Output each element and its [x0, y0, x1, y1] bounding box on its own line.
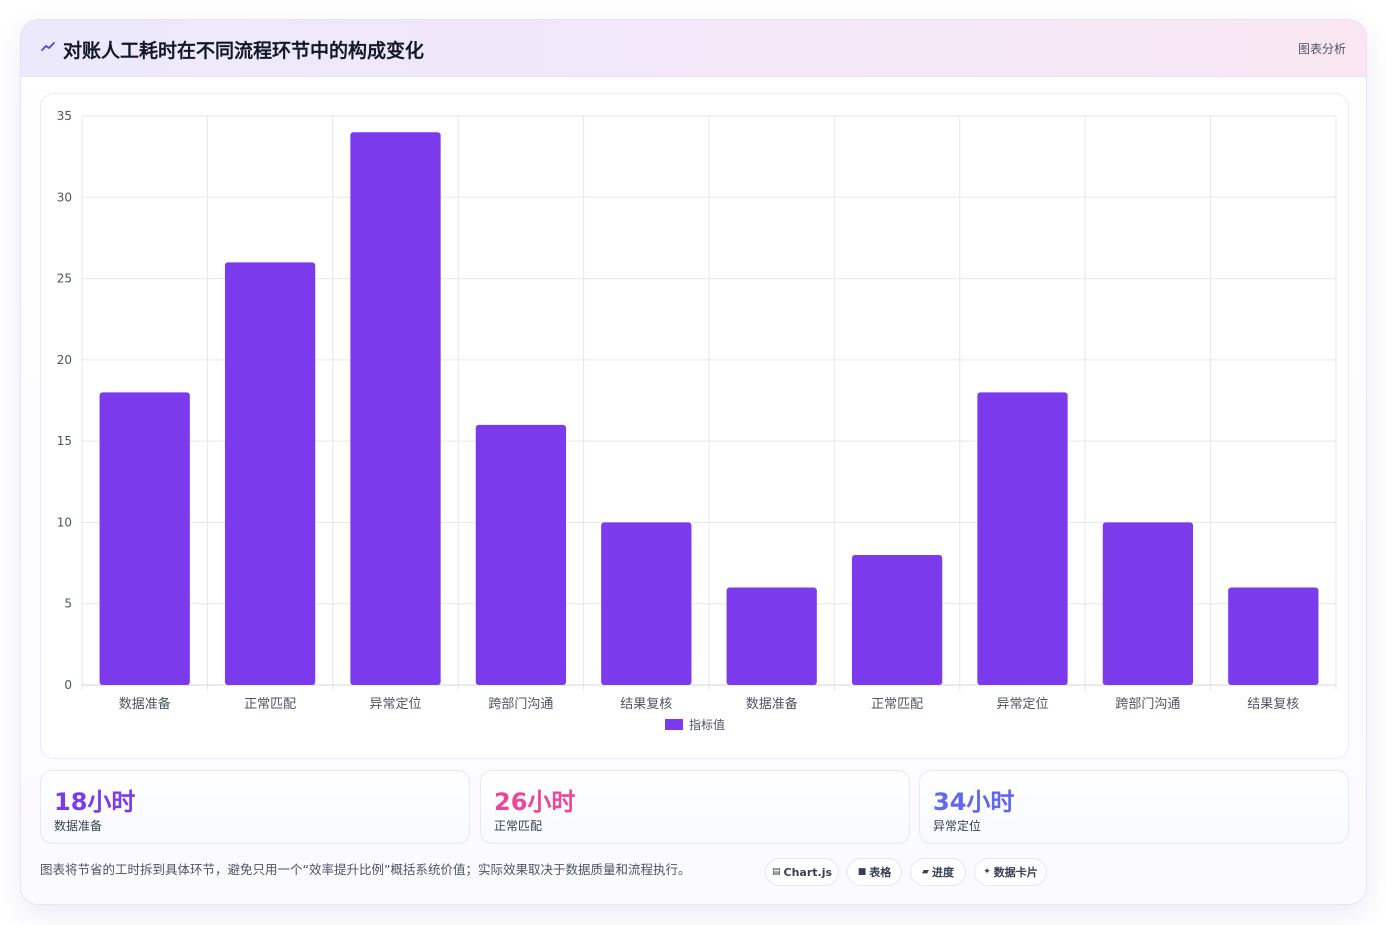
- footer-note: 图表将节省的工时拆到具体环节，避免只用一个“效率提升比例”概括系统价值；实际效果…: [40, 862, 691, 877]
- data-card-pill[interactable]: ✦ 数据卡片: [974, 858, 1047, 886]
- bar: [601, 522, 692, 685]
- chart-panel: 0 5 10 15 20 25 30 35 数据准备 正常匹配 异常定位 跨部门沟通 结果复核 数据准备 正…: [40, 93, 1349, 759]
- x-tick-label: 跨部门沟通: [488, 697, 553, 712]
- x-tick-label: 结果复核: [1247, 697, 1299, 712]
- stat-value-1: 18小时: [54, 788, 136, 816]
- x-tick-label: 数据准备: [746, 696, 798, 712]
- pill-label: 数据卡片: [993, 866, 1038, 879]
- y-tick-label: 5: [64, 597, 72, 611]
- x-tick-label: 正常匹配: [244, 697, 296, 712]
- x-tick-label: 结果复核: [620, 697, 672, 712]
- chart-card: 对账人工耗时在不同流程环节中的构成变化 图表分析 0 5 10 15 20 25 30 35 数…: [20, 19, 1367, 905]
- progress-pill[interactable]: ▰ 进度: [910, 858, 966, 886]
- chart-analysis-tag: 图表分析: [1297, 42, 1346, 56]
- card-header: 对账人工耗时在不同流程环节中的构成变化 图表分析: [21, 20, 1366, 77]
- trend-line-icon: [41, 42, 55, 51]
- x-tick-label: 跨部门沟通: [1115, 697, 1180, 712]
- stat-label-1: 数据准备: [54, 819, 103, 833]
- x-tick-label: 数据准备: [119, 696, 171, 712]
- bar: [99, 392, 190, 685]
- bar: [1228, 587, 1319, 685]
- sparkle-icon: ✦: [983, 867, 991, 877]
- stat-card-1: 18小时 数据准备: [40, 770, 470, 844]
- x-tick-label: 正常匹配: [871, 697, 923, 712]
- progress-icon: ▰: [922, 867, 929, 877]
- bar: [977, 392, 1068, 685]
- bar: [350, 132, 441, 685]
- legend-label: 指标值: [689, 717, 725, 732]
- x-tick-label: 异常定位: [369, 697, 421, 712]
- pill-label: 进度: [931, 866, 954, 879]
- bar: [475, 424, 567, 685]
- y-tick-label: 35: [57, 109, 72, 123]
- y-tick-label: 30: [57, 190, 72, 204]
- stat-card-3: 34小时 异常定位: [919, 770, 1349, 844]
- pill-label: Chart.js: [783, 865, 833, 879]
- chartjs-pill[interactable]: ▤ Chart.js: [765, 858, 839, 886]
- stat-label-2: 正常匹配: [494, 819, 543, 833]
- stat-value-3: 34小时: [933, 788, 1015, 816]
- chart-icon: ▤: [771, 867, 781, 877]
- bar: [726, 587, 817, 685]
- bar-chart: 0 5 10 15 20 25 30 35 数据准备 正常匹配 异常定位 跨部门沟通 结果复核 数据准备 正…: [57, 109, 1337, 732]
- bar: [1102, 522, 1194, 685]
- y-tick-label: 20: [57, 353, 72, 367]
- stat-card-2: 26小时 正常匹配: [480, 770, 910, 844]
- bar: [851, 554, 943, 685]
- chart-title: 对账人工耗时在不同流程环节中的构成变化: [63, 40, 425, 62]
- table-pill[interactable]: ■ 表格: [847, 858, 902, 886]
- stat-value-2: 26小时: [494, 788, 576, 816]
- table-icon: ■: [857, 867, 867, 877]
- y-tick-label: 0: [64, 678, 72, 692]
- y-tick-label: 10: [57, 515, 72, 529]
- x-tick-label: 异常定位: [996, 697, 1048, 712]
- bar: [224, 262, 316, 685]
- y-tick-label: 25: [57, 272, 72, 286]
- stat-label-3: 异常定位: [933, 819, 982, 833]
- pill-label: 表格: [869, 866, 892, 879]
- legend-swatch: [665, 719, 683, 730]
- y-tick-label: 15: [57, 434, 72, 448]
